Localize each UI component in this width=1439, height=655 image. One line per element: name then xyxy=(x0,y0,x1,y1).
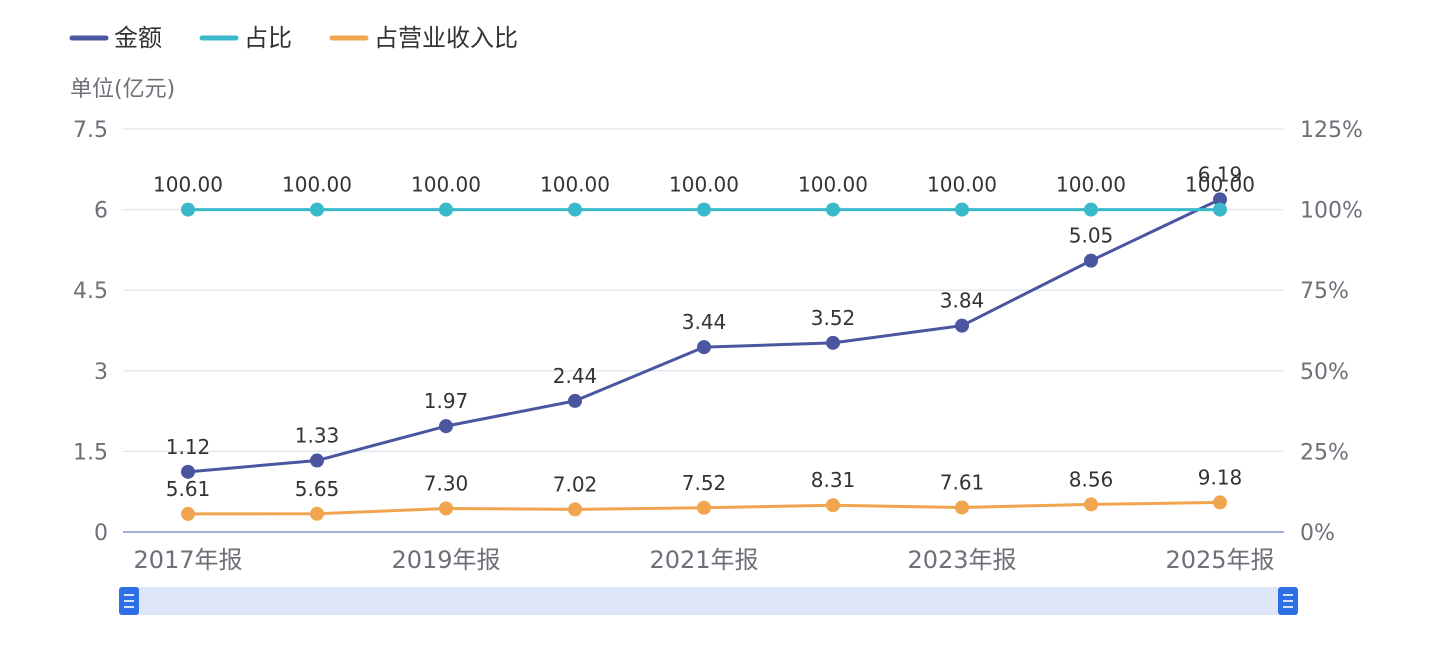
data-label: 8.31 xyxy=(811,468,856,492)
data-point[interactable] xyxy=(568,202,582,217)
x-tick-label: 2025年报 xyxy=(1165,546,1274,574)
left-y-tick-label: 7.5 xyxy=(73,118,108,143)
legend-label: 金额 xyxy=(114,24,162,52)
data-point[interactable] xyxy=(568,502,582,517)
data-point[interactable] xyxy=(1084,497,1098,512)
data-label: 100.00 xyxy=(669,173,739,197)
data-point[interactable] xyxy=(697,340,711,355)
data-point[interactable] xyxy=(310,453,324,468)
data-point[interactable] xyxy=(1213,495,1227,510)
data-label: 100.00 xyxy=(1185,173,1255,197)
right-y-tick-label: 100% xyxy=(1300,199,1363,224)
data-labels: 1.12 1.331.972.443.44 3.523.845.056.19100.… xyxy=(153,162,1255,501)
data-label: 5.61 xyxy=(166,477,211,501)
left-y-tick-label: 4.5 xyxy=(73,279,108,304)
data-point[interactable] xyxy=(568,393,582,408)
legend-item-2[interactable]: 占比 xyxy=(199,24,292,52)
right-y-tick-label: 25% xyxy=(1300,440,1349,465)
data-label: 7.52 xyxy=(682,471,727,495)
data-zoom-range[interactable] xyxy=(129,587,1288,615)
data-point[interactable] xyxy=(1084,253,1098,268)
data-point[interactable] xyxy=(439,501,453,516)
data-point[interactable] xyxy=(955,202,969,217)
data-label: 1.97 xyxy=(424,389,469,413)
left-y-tick-label: 6 xyxy=(94,199,108,224)
data-label: 100.00 xyxy=(798,173,868,197)
legend: 金额 占比 占营业收入比 xyxy=(69,24,518,52)
legend-item-1[interactable]: 金额 xyxy=(69,24,162,52)
data-label: 1.12 xyxy=(166,435,211,459)
data-point[interactable] xyxy=(310,506,324,521)
left-y-axis: 0 1.5 3 4.5 6 7.5 xyxy=(73,118,108,546)
data-label: 1.33 xyxy=(295,424,340,448)
series-line-1 xyxy=(187,198,1221,474)
data-label: 100.00 xyxy=(153,173,223,197)
data-point[interactable] xyxy=(310,202,324,217)
data-label: 2.44 xyxy=(553,364,598,388)
data-zoom-start-handle[interactable] xyxy=(119,587,139,615)
x-tick-label: 2017年报 xyxy=(133,546,242,574)
data-label: 5.65 xyxy=(295,477,340,501)
x-tick-label: 2021年报 xyxy=(649,546,758,574)
legend-label: 占营业收入比 xyxy=(374,24,518,52)
data-label: 100.00 xyxy=(540,173,610,197)
left-y-tick-label: 1.5 xyxy=(73,440,108,465)
data-point[interactable] xyxy=(955,318,969,333)
right-y-tick-label: 75% xyxy=(1300,279,1349,304)
data-label: 3.52 xyxy=(811,306,856,330)
data-point[interactable] xyxy=(181,506,195,521)
data-point[interactable] xyxy=(181,464,195,479)
data-label: 8.56 xyxy=(1069,467,1114,491)
series-layer xyxy=(181,192,1227,521)
right-y-tick-label: 0% xyxy=(1300,521,1335,546)
data-point[interactable] xyxy=(181,202,195,217)
legend-label: 占比 xyxy=(244,24,292,52)
right-y-axis: 0% 25% 50% 75% 100% 125% xyxy=(1300,118,1363,546)
legend-item-3[interactable]: 占营业收入比 xyxy=(329,24,518,52)
data-label: 6.19 xyxy=(1198,162,1243,186)
data-label: 7.02 xyxy=(553,472,598,496)
unit-label: 单位(亿元) xyxy=(70,77,175,102)
data-point[interactable] xyxy=(826,498,840,513)
data-point[interactable] xyxy=(955,500,969,515)
left-y-tick-label: 3 xyxy=(94,360,108,385)
data-point[interactable] xyxy=(439,202,453,217)
data-label: 100.00 xyxy=(1056,173,1126,197)
data-point[interactable] xyxy=(1213,202,1227,217)
data-label: 100.00 xyxy=(411,173,481,197)
left-y-tick-label: 0 xyxy=(94,521,108,546)
data-point[interactable] xyxy=(826,335,840,350)
x-axis: 2017年报 2019年报 2021年报 2023年报 2025年报 xyxy=(123,531,1284,574)
data-point[interactable] xyxy=(697,500,711,515)
x-tick-label: 2019年报 xyxy=(391,546,500,574)
right-y-tick-label: 125% xyxy=(1300,118,1363,143)
data-label: 3.84 xyxy=(940,289,985,313)
data-label: 5.05 xyxy=(1069,224,1114,248)
data-point[interactable] xyxy=(1084,202,1098,217)
data-label: 7.61 xyxy=(940,470,985,494)
data-label: 7.30 xyxy=(424,471,469,495)
data-label: 100.00 xyxy=(282,173,352,197)
data-point[interactable] xyxy=(439,419,453,434)
data-label: 3.44 xyxy=(682,310,727,334)
data-label: 9.18 xyxy=(1198,465,1243,489)
data-point[interactable] xyxy=(1213,192,1227,207)
data-point[interactable] xyxy=(826,202,840,217)
data-zoom-end-handle[interactable] xyxy=(1278,587,1298,615)
x-tick-label: 2023年报 xyxy=(907,546,1016,574)
right-y-tick-label: 50% xyxy=(1300,360,1349,385)
data-label: 100.00 xyxy=(927,173,997,197)
data-zoom-slider[interactable] xyxy=(119,587,1298,615)
data-point[interactable] xyxy=(697,202,711,217)
